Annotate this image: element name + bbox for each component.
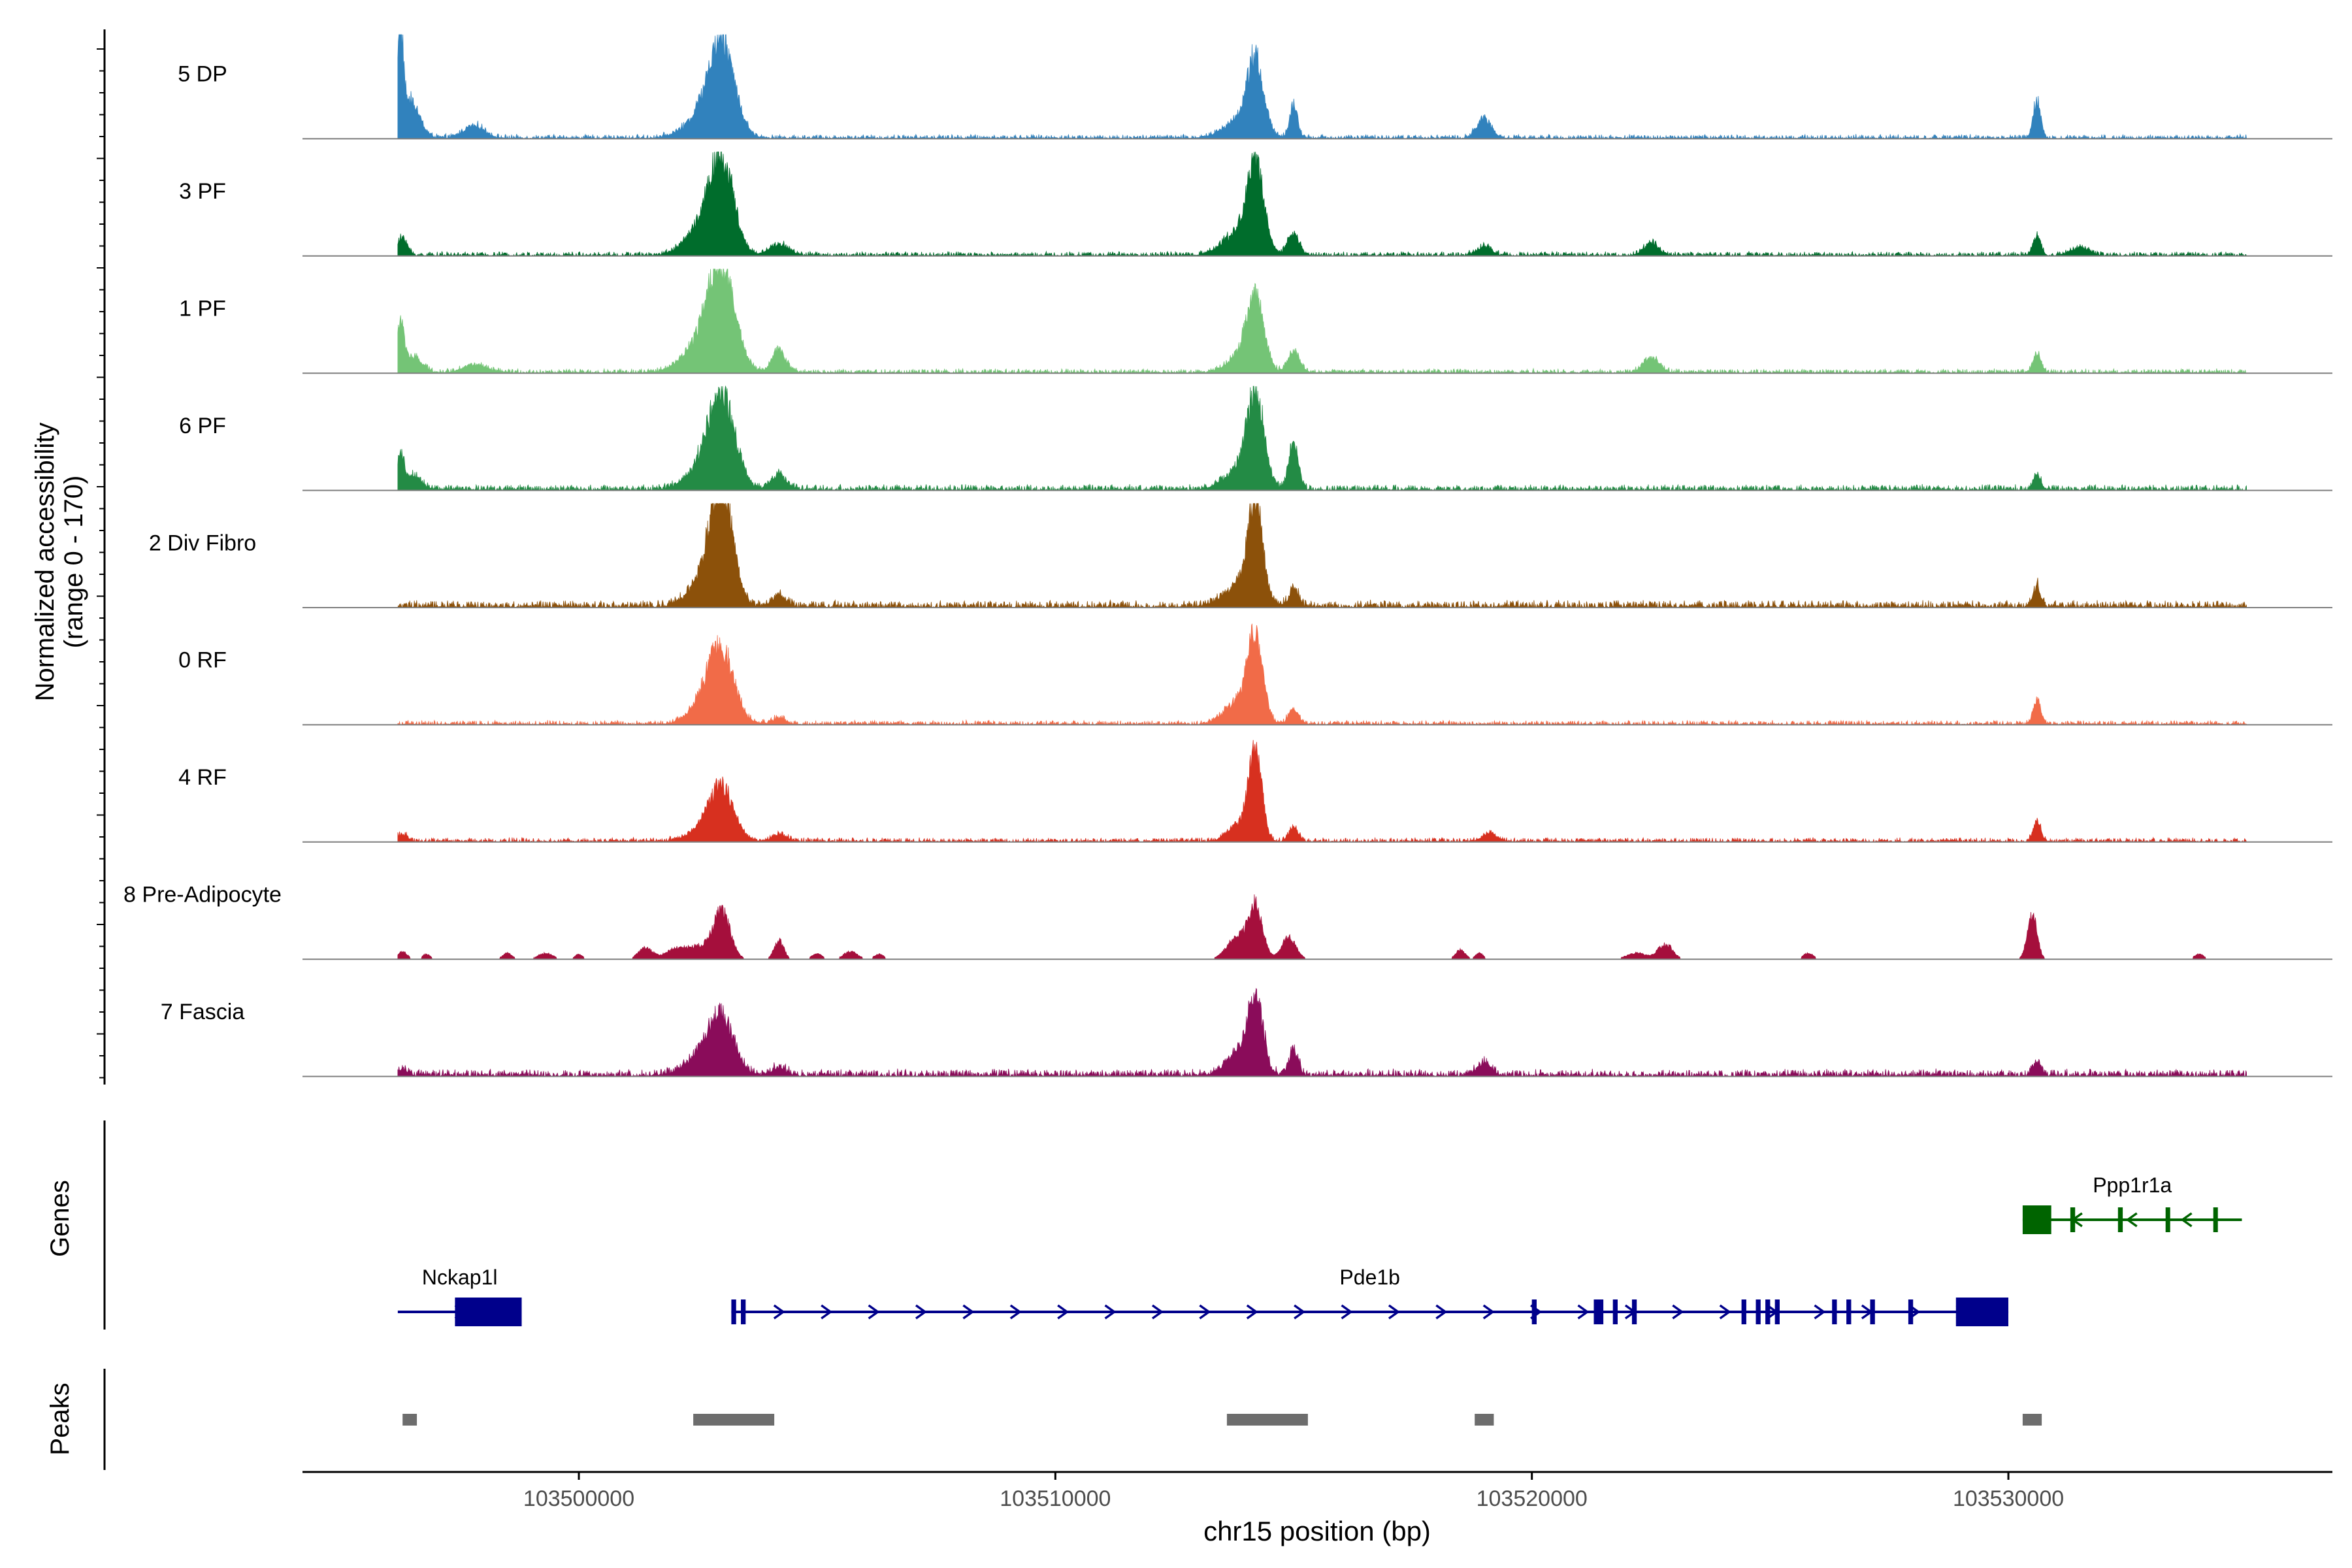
peak-region <box>1475 1414 1494 1426</box>
track-label: 8 Pre-Adipocyte <box>123 883 282 907</box>
track-5-dp: 5 DP <box>178 33 2332 140</box>
track-label: 5 DP <box>178 62 227 87</box>
gene-exon <box>1612 1299 1618 1324</box>
track-label: 3 PF <box>179 179 226 204</box>
y-axis-subtitle: (range 0 - 170) <box>59 476 88 649</box>
coverage-area <box>397 503 2247 609</box>
gene-exon <box>1631 1299 1637 1324</box>
coverage-area <box>397 894 2247 960</box>
strand-arrow <box>2180 1212 2193 1228</box>
peaks-track <box>402 1414 2042 1426</box>
coverage-area <box>397 33 2247 140</box>
strand-arrow <box>1199 1304 1211 1320</box>
gene-exon <box>1870 1299 1875 1324</box>
gene-exon <box>1908 1299 1914 1324</box>
strand-arrow <box>1246 1304 1258 1320</box>
track-label: 7 Fascia <box>161 1000 245 1024</box>
strand-arrow <box>962 1304 975 1320</box>
x-tick-label: 103520000 <box>1477 1486 1588 1511</box>
strand-arrow <box>1814 1304 1826 1320</box>
strand-arrow <box>1057 1304 1070 1320</box>
strand-arrow <box>1577 1304 1590 1320</box>
gene-pde1b: Pde1b <box>731 1266 2009 1326</box>
x-tick-label: 103500000 <box>523 1486 634 1511</box>
x-axis-title: chr15 position (bp) <box>1203 1516 1431 1546</box>
peaks-track-label: Peaks <box>46 1382 74 1455</box>
gene-exon <box>1846 1299 1852 1324</box>
gene-exon <box>2117 1207 2123 1232</box>
coverage-area <box>397 385 2247 492</box>
strand-arrow <box>1294 1304 1306 1320</box>
strand-arrow <box>1482 1304 1495 1320</box>
strand-arrow <box>1672 1304 1684 1320</box>
gene-exon <box>1741 1299 1746 1324</box>
track-label: 4 RF <box>178 765 227 790</box>
strand-arrow <box>1151 1304 1164 1320</box>
peak-region <box>402 1414 417 1426</box>
strand-arrow <box>1719 1304 1731 1320</box>
gene-exon <box>1955 1298 2008 1326</box>
y-axis-title: Normalized accessibility <box>31 423 59 702</box>
gene-label: Ppp1r1a <box>2093 1173 2172 1197</box>
strand-arrow <box>915 1304 927 1320</box>
track-8-pre-adipocyte: 8 Pre-Adipocyte <box>123 883 2332 960</box>
peak-region <box>2022 1414 2042 1426</box>
track-4-rf: 4 RF <box>178 740 2332 843</box>
strand-arrow <box>1104 1304 1117 1320</box>
strand-arrow <box>2125 1212 2138 1228</box>
coverage-area <box>397 988 2247 1078</box>
gene-exon <box>1531 1299 1537 1324</box>
gene-exon <box>1756 1299 1761 1324</box>
gene-exon <box>455 1298 522 1326</box>
coverage-tracks: 5 DP 3 PF 1 PF 6 PF 2 Div Fibro 0 RF 4 RF 8 Pre… <box>123 33 2332 1078</box>
strand-arrow <box>1388 1304 1400 1320</box>
coverage-area <box>397 623 2247 726</box>
genes-track-label: Genes <box>46 1180 74 1257</box>
track-label: 2 Div Fibro <box>149 531 256 555</box>
gene-exon <box>2070 1207 2076 1232</box>
peak-region <box>693 1414 775 1426</box>
gene-exon <box>1774 1299 1780 1324</box>
coverage-area <box>397 269 2247 374</box>
gene-ppp1r1a: Ppp1r1a <box>2022 1173 2242 1234</box>
peak-region <box>1226 1414 1308 1426</box>
gene-nckap1l: Nckap1l <box>397 1266 522 1326</box>
gene-label: Pde1b <box>1339 1266 1400 1289</box>
gene-exon <box>1832 1299 1837 1324</box>
gene-exon <box>1593 1299 1604 1324</box>
track-6-pf: 6 PF <box>179 385 2332 492</box>
gene-exon <box>1765 1299 1771 1324</box>
strand-arrow <box>1435 1304 1448 1320</box>
track-2-div-fibro: 2 Div Fibro <box>149 503 2332 609</box>
track-label: 1 PF <box>179 297 226 321</box>
strand-arrow <box>868 1304 880 1320</box>
track-label: 6 PF <box>179 414 226 438</box>
x-tick-label: 103530000 <box>1953 1486 2064 1511</box>
track-1-pf: 1 PF <box>179 269 2332 374</box>
gene-exon <box>2022 1205 2051 1234</box>
coverage-area <box>397 740 2247 843</box>
track-0-rf: 0 RF <box>178 623 2332 726</box>
x-tick-label: 103510000 <box>1000 1486 1111 1511</box>
strand-arrow <box>1009 1304 1022 1320</box>
gene-exon <box>731 1299 736 1324</box>
gene-exon <box>2165 1207 2170 1232</box>
coverage-area <box>397 152 2247 257</box>
track-7-fascia: 7 Fascia <box>161 988 2332 1078</box>
track-label: 0 RF <box>178 648 227 673</box>
gene-label: Nckap1l <box>422 1266 498 1289</box>
track-3-pf: 3 PF <box>179 152 2332 257</box>
x-axis-ticks: 103500000 103510000 103520000 103530000 <box>523 1472 2064 1511</box>
gene-exon <box>741 1299 746 1324</box>
genes-track: Nckap1l Pde1b Ppp1r1a <box>397 1173 2242 1326</box>
strand-arrow <box>821 1304 833 1320</box>
gene-exon <box>2213 1207 2218 1232</box>
strand-arrow <box>773 1304 785 1320</box>
strand-arrow <box>1341 1304 1353 1320</box>
coverage-y-axis <box>97 29 106 1085</box>
